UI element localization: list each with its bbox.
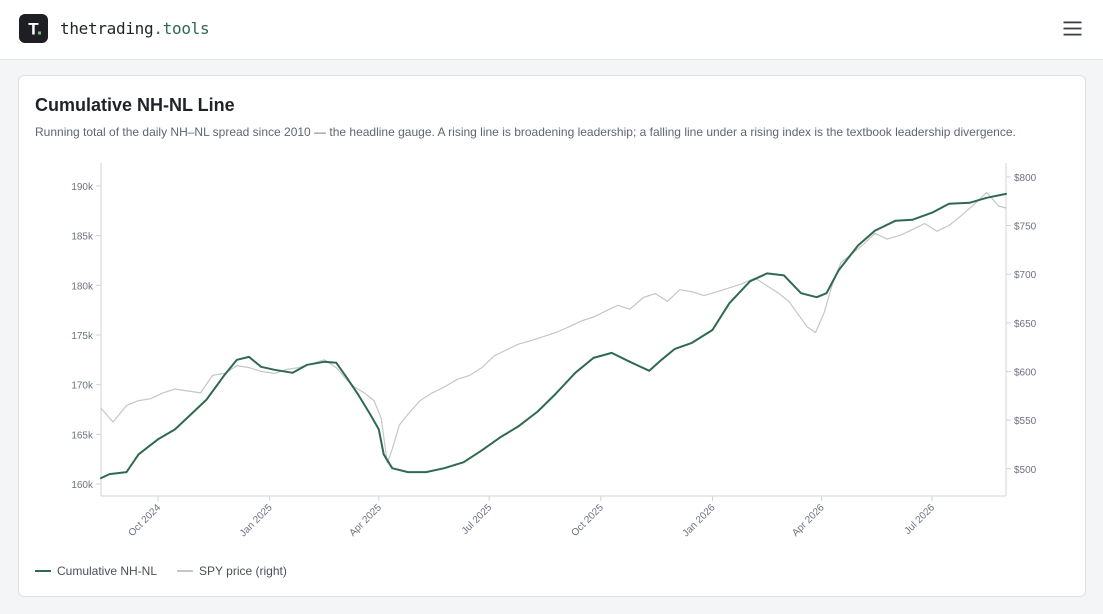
x-tick-label: Jan 2026 bbox=[681, 502, 718, 539]
x-tick-label: Oct 2025 bbox=[569, 502, 606, 539]
y-right-tick-label: $600 bbox=[1014, 367, 1037, 378]
y-left-tick-label: 175k bbox=[71, 331, 94, 342]
y-left-tick-label: 180k bbox=[71, 281, 94, 292]
y-right-tick-label: $750 bbox=[1014, 221, 1037, 232]
legend-item-nhnl[interactable]: Cumulative NH-NL bbox=[35, 564, 157, 578]
legend-item-spy[interactable]: SPY price (right) bbox=[177, 564, 287, 578]
y-right-tick-label: $800 bbox=[1014, 173, 1037, 184]
legend-swatch-spy bbox=[177, 570, 194, 572]
hamburger-menu-icon[interactable] bbox=[1062, 18, 1084, 40]
chart-card: Cumulative NH-NL Line Running total of t… bbox=[18, 75, 1086, 597]
y-left-tick-label: 160k bbox=[71, 480, 94, 491]
y-right-tick-label: $700 bbox=[1014, 270, 1037, 281]
brand-logo-icon[interactable]: T bbox=[19, 14, 48, 43]
x-tick-label: Jul 2026 bbox=[903, 502, 938, 537]
legend-label-spy: SPY price (right) bbox=[199, 564, 287, 578]
x-tick-label: Oct 2024 bbox=[127, 502, 164, 539]
chart-description: Running total of the daily NH–NL spread … bbox=[35, 125, 1016, 139]
x-tick-label: Jan 2025 bbox=[238, 502, 275, 539]
chart-plot: 160k 165k 170k 175k 180k 185k 190k $500 $550 $600… bbox=[71, 163, 1037, 539]
series-line-spy-price bbox=[100, 191, 1007, 464]
x-tick-label: Jul 2025 bbox=[460, 502, 495, 537]
series-line-cumulative-nhnl bbox=[100, 192, 1007, 480]
brand-name-suffix: .tools bbox=[153, 19, 210, 38]
top-navigation-bar: T thetrading.tools bbox=[0, 0, 1103, 60]
legend-label-nhnl: Cumulative NH-NL bbox=[57, 564, 158, 578]
chart-title: Cumulative NH-NL Line bbox=[35, 95, 235, 115]
legend-swatch-nhnl bbox=[35, 570, 51, 572]
y-right-tick-label: $650 bbox=[1014, 319, 1037, 330]
chart-legend: Cumulative NH-NL SPY price (right) bbox=[35, 564, 307, 578]
y-left-tick-label: 185k bbox=[71, 232, 94, 243]
y-left-tick-label: 190k bbox=[71, 182, 94, 193]
brand-name[interactable]: thetrading.tools bbox=[60, 18, 210, 40]
x-tick-label: Apr 2026 bbox=[790, 502, 827, 539]
y-right-tick-label: $550 bbox=[1014, 416, 1037, 427]
svg-text:T: T bbox=[28, 20, 39, 39]
y-right-tick-label: $500 bbox=[1014, 465, 1037, 476]
x-tick-label: Apr 2025 bbox=[347, 502, 384, 539]
y-left-tick-label: 165k bbox=[71, 430, 94, 441]
brand-name-primary: thetrading bbox=[60, 19, 154, 38]
y-left-tick-label: 170k bbox=[71, 381, 94, 392]
